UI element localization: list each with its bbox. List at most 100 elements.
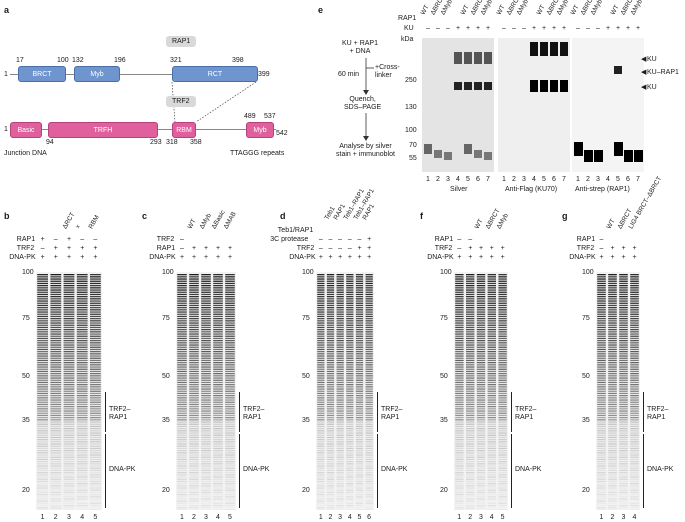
blot-title-flag: Anti-Flag (KU70)	[505, 186, 558, 193]
gel-band	[189, 293, 199, 296]
gel-band	[189, 337, 199, 340]
gel-band	[597, 390, 606, 392]
gel-band	[455, 298, 464, 300]
gel-band	[455, 375, 464, 377]
gel-band	[177, 458, 187, 461]
gel-band	[50, 359, 62, 362]
gel-band	[455, 447, 464, 450]
gel-band	[466, 364, 475, 366]
gel-band	[336, 351, 344, 353]
gel-band	[201, 447, 211, 450]
gel-band	[498, 315, 507, 318]
gel-band	[201, 274, 211, 276]
gel-band	[597, 318, 606, 320]
gel-band	[466, 274, 475, 276]
gel-band	[487, 296, 496, 298]
gel-band	[326, 322, 335, 324]
gel-band	[608, 278, 617, 280]
gel-band	[608, 456, 617, 458]
gel-band	[177, 276, 187, 278]
gel-band	[50, 289, 62, 291]
gel-band	[476, 441, 486, 443]
gel-band	[355, 430, 364, 432]
gel-band	[50, 502, 62, 505]
gel-band	[455, 285, 464, 287]
gel-band	[201, 408, 211, 410]
gel-band	[346, 368, 354, 370]
gel-band	[213, 496, 223, 498]
gel-band	[317, 298, 325, 300]
gel-band	[608, 293, 617, 296]
gel-row-label: TRF2	[434, 245, 453, 252]
gel-band	[346, 302, 354, 304]
gel-marker-20: 20	[440, 487, 448, 494]
gel-band	[498, 390, 507, 392]
gel-band	[76, 282, 88, 285]
gel-band	[76, 304, 88, 307]
gel-band	[608, 362, 617, 364]
gel-band	[37, 298, 48, 300]
gel-band	[355, 452, 364, 454]
gel-band	[365, 469, 373, 472]
blot-anti-flag-bands	[530, 42, 568, 92]
gel-band	[355, 483, 364, 485]
gel-band	[608, 282, 617, 285]
gel-band	[225, 302, 235, 304]
gel-band	[597, 480, 606, 483]
gel-band	[50, 282, 62, 285]
gel-band	[597, 342, 606, 344]
gel-sign: +	[338, 254, 343, 261]
gel-band	[346, 469, 354, 472]
gel-band	[326, 436, 335, 439]
gel-band	[355, 362, 364, 364]
e-row-kda: kDa	[401, 36, 414, 43]
gel-band	[63, 458, 75, 461]
gel-band	[608, 399, 617, 401]
gel-band	[608, 342, 617, 344]
gel-band	[63, 362, 75, 364]
gel-band	[619, 291, 628, 293]
gel-band	[37, 348, 48, 351]
gel-band	[201, 366, 211, 368]
gel-band	[336, 302, 344, 304]
gel-band	[498, 366, 507, 368]
gel-band	[189, 326, 199, 329]
gel-band	[201, 500, 211, 502]
gel-band	[317, 324, 325, 326]
trf2-num-358: 358	[190, 139, 202, 146]
gel-band	[76, 423, 88, 425]
gel-band	[50, 491, 62, 494]
gel-band	[466, 342, 475, 344]
gel-band	[365, 318, 373, 320]
gel-band	[630, 450, 639, 452]
gel-band	[213, 379, 223, 381]
gel-marker-100: 100	[302, 269, 314, 276]
gel-band	[608, 454, 617, 456]
gel-band	[476, 342, 486, 344]
gel-band	[455, 432, 464, 434]
gel-row-label: TRF2	[156, 236, 175, 243]
gel-band	[37, 287, 48, 289]
gel-band	[50, 300, 62, 302]
gel-band	[213, 388, 223, 390]
gel-band	[213, 362, 223, 364]
gel-band	[326, 441, 335, 443]
gel-band	[630, 443, 639, 445]
gel-band	[346, 496, 354, 498]
gel-band	[90, 463, 101, 465]
gel-band	[90, 348, 101, 351]
gel-band	[365, 436, 373, 439]
gel-band	[346, 454, 354, 456]
gel-band	[355, 377, 364, 379]
gel-band	[63, 384, 75, 386]
gel-band	[355, 485, 364, 487]
gel-band	[476, 447, 486, 450]
gel-band	[326, 474, 335, 476]
gel-band	[487, 276, 496, 278]
gel-band	[213, 456, 223, 458]
gel-band	[487, 480, 496, 483]
gel-band	[225, 274, 235, 276]
gel-band	[326, 351, 335, 353]
gel-band	[498, 401, 507, 403]
gel-band	[498, 335, 507, 337]
